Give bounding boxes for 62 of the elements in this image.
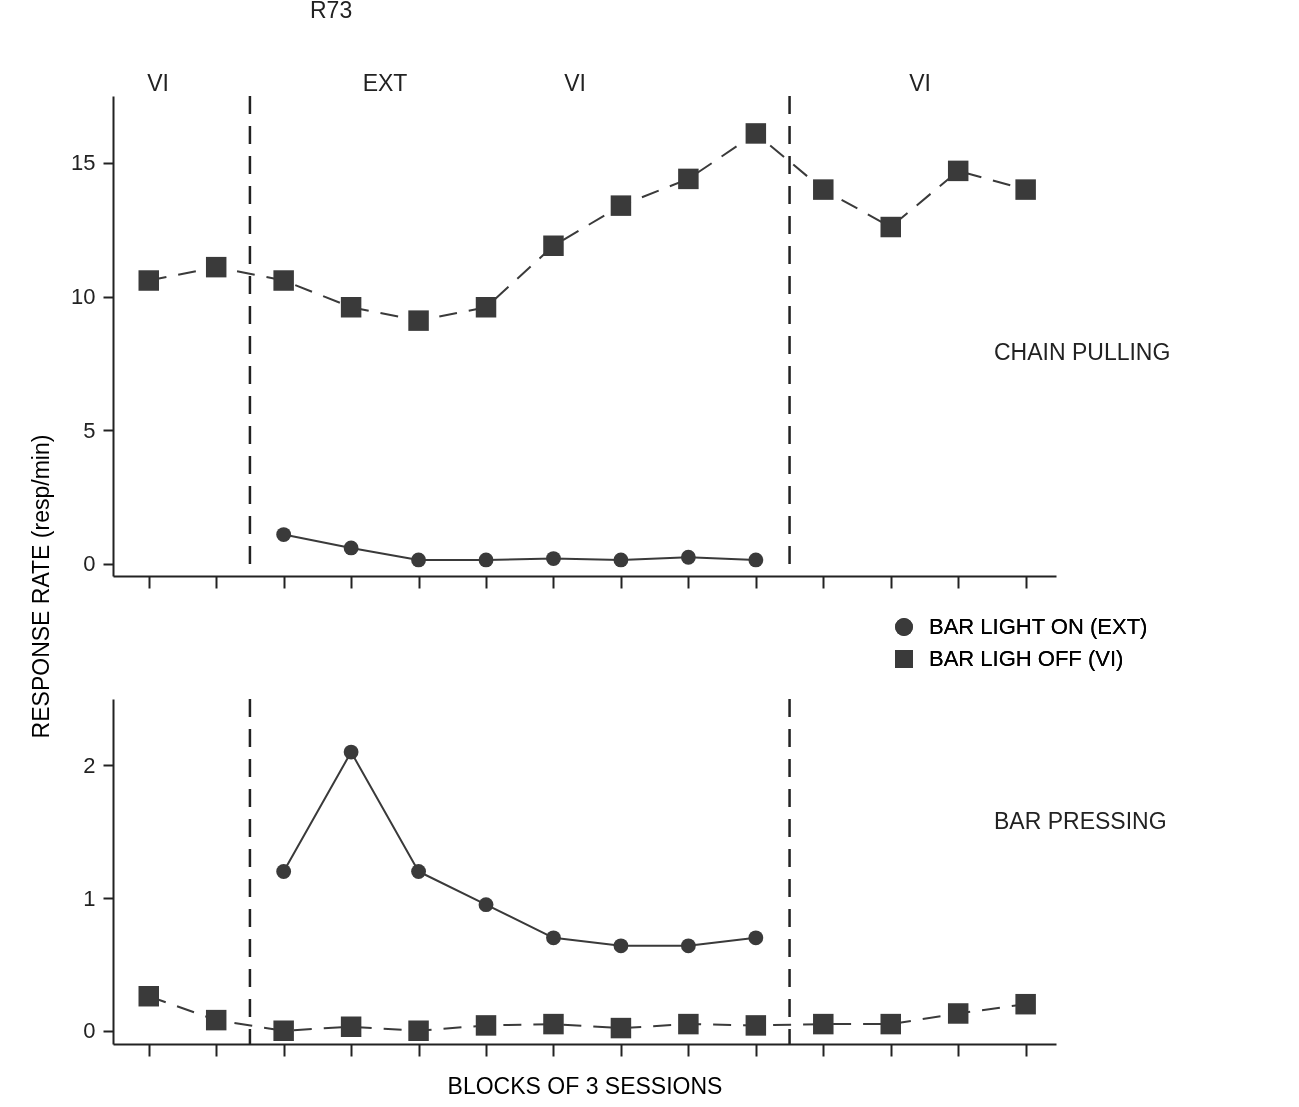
point bbox=[475, 1015, 497, 1036]
point bbox=[610, 195, 632, 216]
point bbox=[1015, 993, 1036, 1015]
point bbox=[748, 552, 764, 568]
y-tick-label: 2 bbox=[83, 752, 96, 778]
point bbox=[1015, 179, 1036, 200]
point bbox=[138, 270, 159, 291]
point bbox=[678, 1013, 699, 1035]
point bbox=[478, 897, 494, 913]
text: VI bbox=[564, 70, 586, 96]
y-tick-label: 15 bbox=[71, 150, 96, 176]
point bbox=[408, 1020, 429, 1041]
point bbox=[411, 552, 426, 568]
y-tick-label: 0 bbox=[83, 1018, 96, 1044]
point bbox=[543, 1013, 564, 1035]
point bbox=[546, 930, 561, 946]
text: VI bbox=[147, 70, 169, 96]
y-tick-label: 5 bbox=[83, 417, 96, 443]
point bbox=[343, 744, 359, 760]
point bbox=[343, 540, 359, 556]
point bbox=[748, 930, 764, 946]
point bbox=[610, 1017, 632, 1039]
text: VI bbox=[909, 70, 931, 96]
x-axis-title: BLOCKS OF 3 SESSIONS bbox=[447, 1072, 723, 1099]
point bbox=[880, 1013, 901, 1035]
point bbox=[276, 864, 292, 879]
y-tick-label: 1 bbox=[83, 885, 96, 911]
point bbox=[813, 179, 834, 200]
point bbox=[273, 270, 294, 291]
point bbox=[613, 552, 629, 568]
point bbox=[138, 985, 159, 1007]
legend-label: BAR LIGH OFF (VI) bbox=[929, 646, 1124, 671]
point bbox=[680, 549, 696, 565]
point bbox=[340, 297, 362, 318]
point bbox=[678, 168, 699, 190]
legend-label: BAR LIGHT ON (EXT) bbox=[929, 614, 1148, 639]
chart-title: R73 bbox=[310, 0, 353, 23]
point bbox=[411, 864, 426, 879]
text: EXT bbox=[362, 70, 408, 96]
point bbox=[880, 216, 901, 238]
point bbox=[947, 160, 969, 182]
point bbox=[745, 1015, 767, 1036]
point bbox=[273, 1020, 294, 1041]
point bbox=[205, 256, 227, 278]
point bbox=[340, 1016, 362, 1037]
point bbox=[745, 123, 767, 144]
point bbox=[813, 1013, 834, 1035]
y-tick-label: 10 bbox=[71, 284, 96, 310]
point bbox=[947, 1003, 969, 1024]
point bbox=[408, 310, 429, 331]
annotation: BAR PRESSING bbox=[994, 808, 1167, 834]
annotation: CHAIN PULLING bbox=[994, 339, 1171, 365]
point bbox=[276, 527, 292, 542]
point bbox=[613, 938, 629, 954]
y-tick-label: 0 bbox=[83, 551, 96, 577]
point bbox=[546, 551, 561, 567]
point bbox=[543, 235, 564, 256]
point bbox=[205, 1009, 227, 1031]
point bbox=[680, 938, 696, 954]
point bbox=[475, 297, 497, 318]
y-axis-title: RESPONSE RATE (resp/min) bbox=[27, 434, 54, 739]
point bbox=[478, 552, 494, 568]
